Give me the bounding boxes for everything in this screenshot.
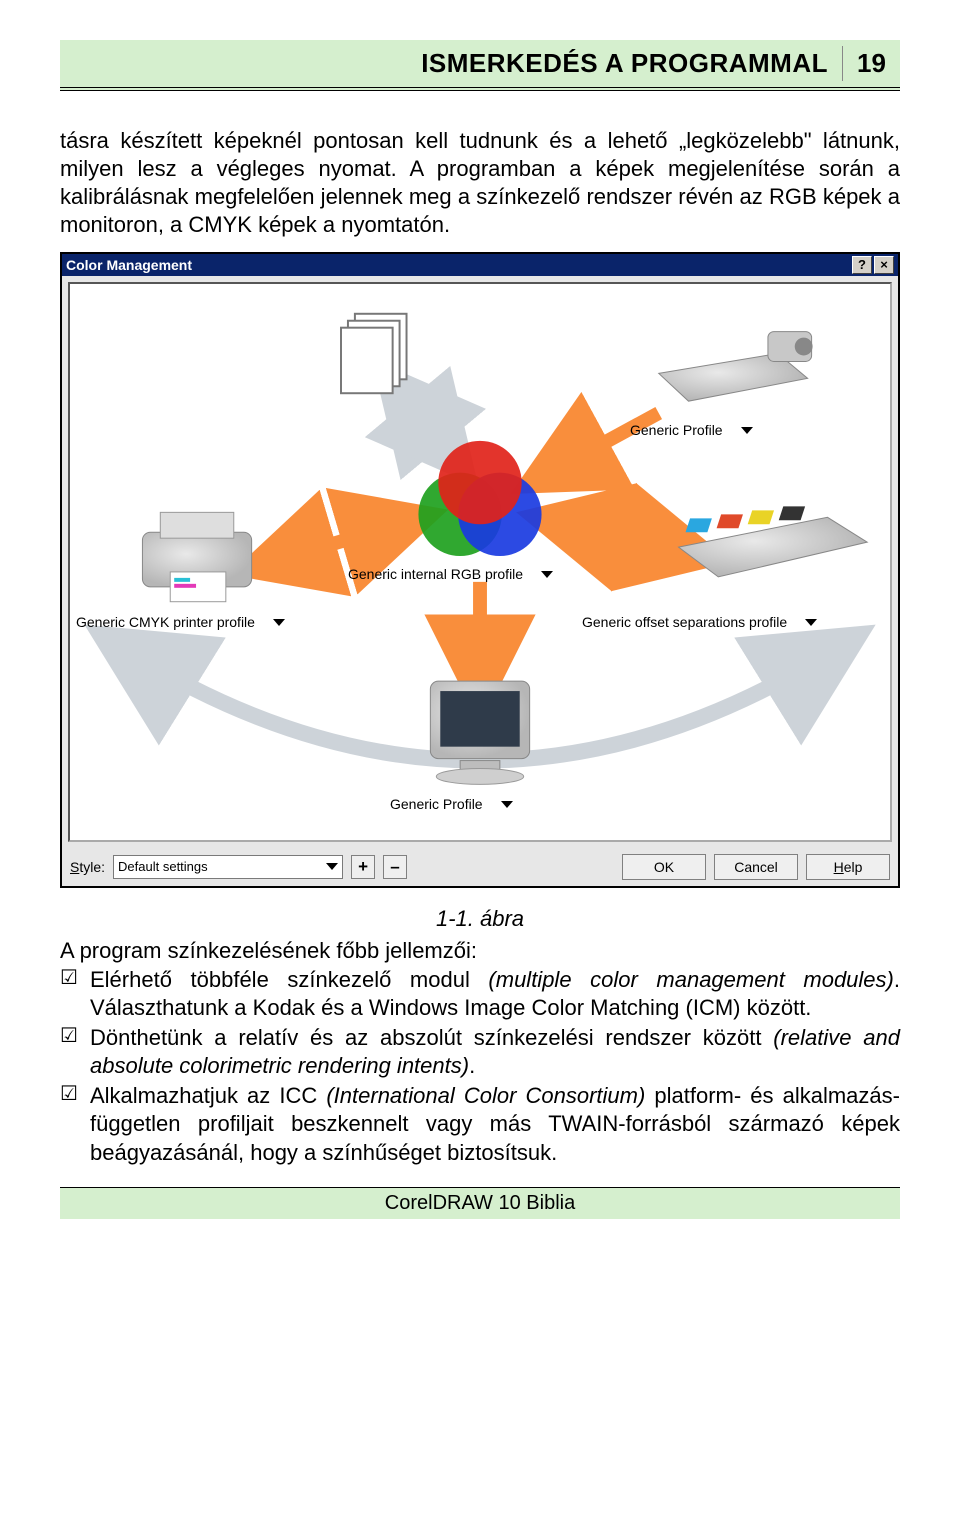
color-management-dialog: Color Management ? × [60, 252, 900, 888]
features-list: Elérhető többféle színkezelő modul (mult… [60, 966, 900, 1167]
chevron-down-icon [326, 863, 338, 870]
offset-profile-label: Generic offset separations profile [582, 614, 787, 630]
features-intro: A program színkezelésének főbb jellemzői… [60, 938, 900, 964]
chevron-down-icon [273, 619, 285, 626]
scanner-profile-label: Generic Profile [630, 422, 723, 438]
center-profile-dropdown[interactable]: Generic internal RGB profile [348, 566, 553, 582]
chevron-down-icon [741, 427, 753, 434]
help-icon[interactable]: ? [852, 256, 872, 274]
monitor-profile-label: Generic Profile [390, 796, 483, 812]
style-combobox[interactable]: Default settings [113, 855, 343, 879]
printer-icon [142, 512, 251, 601]
ok-button[interactable]: OK [622, 854, 706, 880]
page-number: 19 [842, 46, 900, 81]
scanner-icon [659, 331, 813, 401]
dialog-title: Color Management [66, 257, 850, 273]
monitor-icon [430, 681, 529, 784]
chapter-title: ISMERKEDÉS A PROGRAMMAL [421, 48, 828, 79]
flow-diagram [70, 284, 890, 840]
chevron-down-icon [541, 571, 553, 578]
dialog-canvas: Generic Profile Generic internal RGB pro… [68, 282, 892, 842]
dialog-bottom-bar: Style: Default settings + – OK Cancel He… [62, 848, 898, 886]
remove-style-button[interactable]: – [383, 855, 407, 879]
cancel-button[interactable]: Cancel [714, 854, 798, 880]
chapter-header: ISMERKEDÉS A PROGRAMMAL 19 [60, 40, 900, 91]
dialog-titlebar: Color Management ? × [62, 254, 898, 276]
offset-press-icon [679, 506, 868, 576]
printer-profile-label: Generic CMYK printer profile [76, 614, 255, 630]
scanner-profile-dropdown[interactable]: Generic Profile [630, 422, 753, 438]
style-value: Default settings [118, 859, 208, 874]
style-label: Style: [70, 859, 105, 875]
center-profile-label: Generic internal RGB profile [348, 566, 523, 582]
help-button[interactable]: Help [806, 854, 890, 880]
chevron-down-icon [805, 619, 817, 626]
documents-icon [341, 313, 407, 392]
page: ISMERKEDÉS A PROGRAMMAL 19 tásra készíte… [0, 0, 960, 1249]
intro-paragraph: tásra készített képeknél pontosan kell t… [60, 127, 900, 240]
chevron-down-icon [501, 801, 513, 808]
rgb-venn-icon [418, 440, 541, 555]
list-item: Alkalmazhatjuk az ICC (International Col… [60, 1082, 900, 1166]
list-item: Elérhető többféle színkezelő modul (mult… [60, 966, 900, 1022]
list-item: Dönthetünk a relatív és az abszolút szín… [60, 1024, 900, 1080]
offset-profile-dropdown[interactable]: Generic offset separations profile [582, 614, 817, 630]
printer-profile-dropdown[interactable]: Generic CMYK printer profile [76, 614, 285, 630]
page-footer: CorelDRAW 10 Biblia [60, 1187, 900, 1219]
monitor-profile-dropdown[interactable]: Generic Profile [390, 796, 513, 812]
figure-caption: 1-1. ábra [60, 906, 900, 932]
add-style-button[interactable]: + [351, 855, 375, 879]
close-icon[interactable]: × [874, 256, 894, 274]
